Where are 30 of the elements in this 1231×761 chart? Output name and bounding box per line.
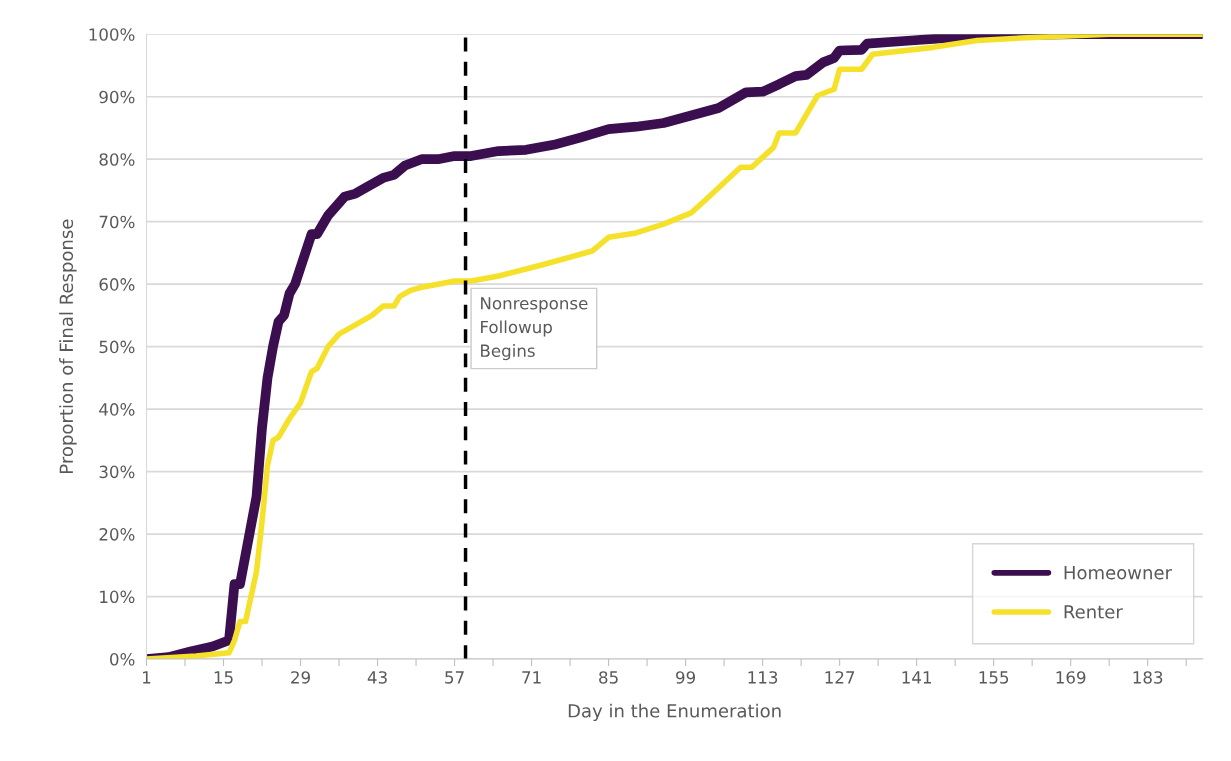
y-axis-title: Proportion of Final Response (59, 219, 77, 473)
x-tick-label: 15 (214, 671, 233, 684)
x-tick-label: 29 (291, 671, 310, 684)
y-tick-label: 40% (99, 403, 135, 416)
y-tick-label: 90% (99, 90, 135, 104)
x-tick-label: 169 (1056, 671, 1086, 684)
y-tick-label: 30% (99, 465, 135, 479)
x-tick-label: 155 (979, 671, 1009, 684)
x-tick-label: 1 (143, 671, 151, 684)
legend-label: Renter (1064, 605, 1123, 619)
x-tick-label: 113 (748, 671, 778, 684)
ref-line-label: Nonresponse Followup Begins (481, 297, 588, 361)
x-tick-label: 99 (676, 671, 696, 684)
x-tick-label: 57 (445, 671, 464, 684)
x-tick-label: 85 (599, 671, 618, 684)
y-tick-label: 20% (99, 528, 135, 541)
x-tick-label: 183 (1133, 671, 1163, 684)
y-tick-label: 80% (99, 153, 135, 166)
x-axis-title: Day in the Enumeration (568, 703, 781, 722)
y-tick-label: 50% (99, 340, 135, 354)
y-tick-label: 70% (99, 215, 135, 229)
x-tick-label: 71 (522, 671, 541, 684)
y-tick-label: 100% (89, 28, 135, 41)
x-tick-label: 127 (825, 671, 855, 684)
legend-label: Homeowner (1064, 566, 1172, 580)
x-tick-label: 43 (367, 671, 387, 684)
x-tick-label: 141 (902, 671, 931, 684)
y-tick-label: 10% (100, 590, 135, 604)
y-tick-label: 60% (99, 278, 135, 291)
y-tick-label: 0% (110, 652, 135, 666)
